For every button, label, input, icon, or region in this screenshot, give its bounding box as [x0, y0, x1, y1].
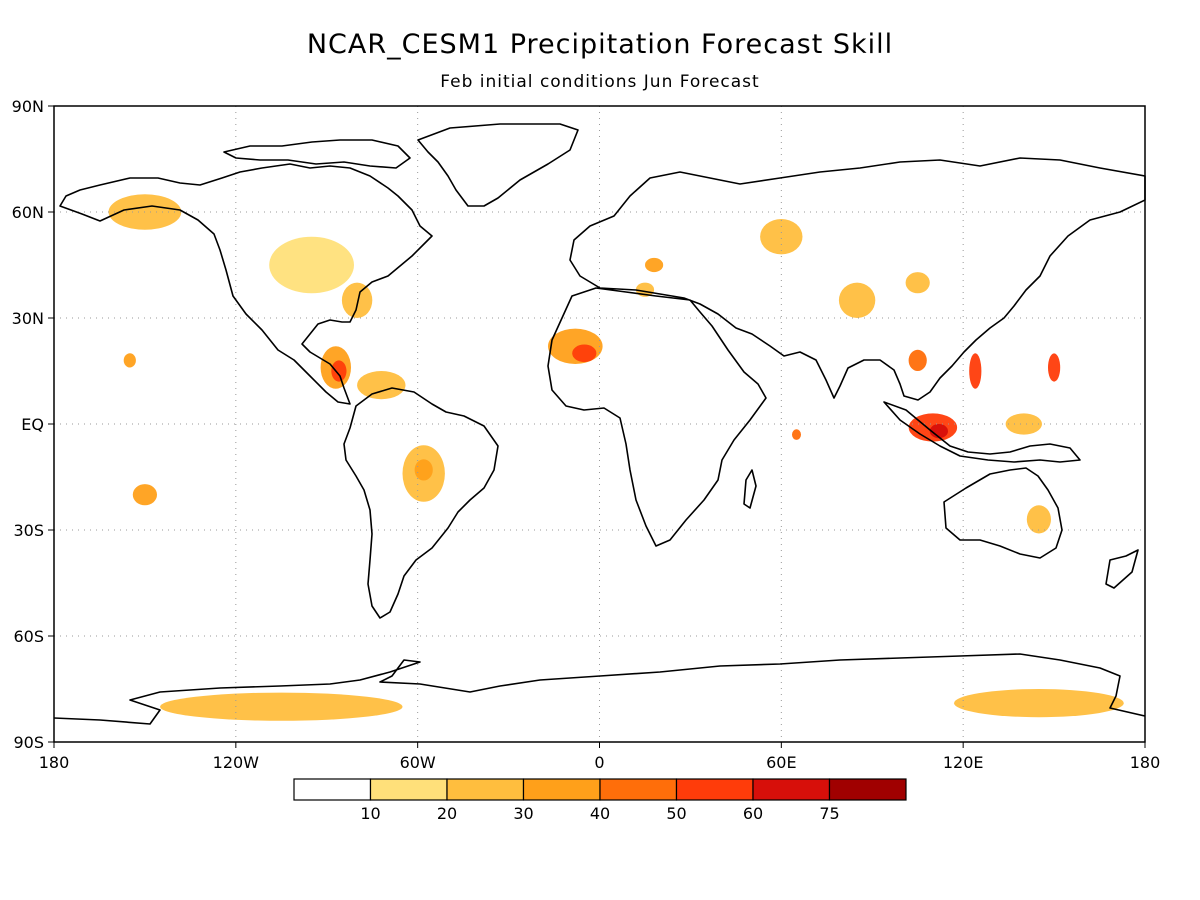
skill-patch-18 — [1048, 353, 1061, 382]
coastline-arctic-islands — [223, 139, 411, 169]
skill-patch-19 — [908, 349, 927, 371]
skill-patch-14 — [954, 689, 1124, 718]
skill-patch-16 — [929, 424, 949, 439]
skill-patch-5 — [357, 371, 406, 400]
coastline-greenland — [417, 123, 579, 207]
lat-tick-label: 30S — [13, 521, 44, 540]
coastline-africa-eurasia — [547, 157, 1146, 547]
chart-subtitle: Feb initial conditions Jun Forecast — [440, 72, 759, 92]
colorbar-level-label: 20 — [437, 804, 457, 823]
skill-patch-13 — [160, 692, 403, 721]
coastline-north-america — [59, 163, 433, 405]
colorbar-swatch — [293, 778, 372, 801]
coastline-indonesia — [883, 401, 1081, 463]
lat-tick-label: 60N — [12, 203, 44, 222]
skill-patch-17 — [969, 353, 982, 389]
colorbar-level-label: 30 — [513, 804, 533, 823]
lat-tick-label: 90S — [13, 733, 44, 752]
coastlines — [53, 123, 1146, 725]
colorbar-level-label: 60 — [743, 804, 763, 823]
colorbar-swatch — [369, 778, 448, 801]
lon-tick-label: 120E — [943, 753, 984, 772]
skill-patch-8 — [269, 236, 354, 294]
latitude-tick-labels: 90N 60N 30N EQ 30S 60S 90S — [12, 97, 54, 752]
coastline-south-america — [343, 387, 499, 619]
colorbar-level-label: 50 — [666, 804, 686, 823]
graticule — [54, 106, 1145, 742]
lon-tick-label: 120W — [213, 753, 260, 772]
skill-patch-23 — [905, 272, 930, 294]
colorbar-swatch — [675, 778, 754, 801]
coastline-australia — [943, 467, 1063, 559]
colorbar-level-label: 10 — [360, 804, 380, 823]
lat-tick-label: 30N — [12, 309, 44, 328]
skill-patch-21 — [760, 219, 803, 255]
lon-tick-label: 60E — [766, 753, 796, 772]
lon-tick-label: 180 — [39, 753, 70, 772]
colorbar-swatch — [522, 778, 601, 801]
skill-patch-2 — [572, 344, 597, 363]
colorbar: 10 20 30 40 50 60 75 — [293, 778, 907, 823]
lon-tick-label: 180 — [1130, 753, 1161, 772]
coastline-madagascar — [743, 469, 757, 509]
skill-patch-20 — [1005, 413, 1042, 435]
skill-patch-24 — [645, 257, 664, 273]
colorbar-swatch — [828, 778, 907, 801]
lon-tick-label: 60W — [400, 753, 436, 772]
colorbar-swatch — [599, 778, 678, 801]
lat-tick-label: 60S — [13, 627, 44, 646]
colorbar-swatch — [446, 778, 525, 801]
colorbar-swatch — [752, 778, 831, 801]
skill-patch-11 — [123, 353, 136, 368]
longitude-tick-labels: 180 120W 60W 0 60E 120E 180 — [39, 742, 1161, 772]
skill-patch-12 — [132, 484, 157, 506]
skill-patch-7 — [414, 459, 433, 481]
skill-patch-22 — [838, 282, 876, 318]
coastline-antarctica — [53, 653, 1146, 725]
lon-tick-label: 0 — [594, 753, 604, 772]
colorbar-level-label: 40 — [590, 804, 610, 823]
skill-patch-26 — [792, 429, 801, 440]
chart-title: NCAR_CESM1 Precipitation Forecast Skill — [307, 29, 893, 60]
coastline-new-zealand — [1105, 549, 1139, 589]
lat-tick-label: EQ — [21, 415, 44, 434]
colorbar-level-label: 75 — [819, 804, 839, 823]
lat-tick-label: 90N — [12, 97, 44, 116]
skill-patch-27 — [1026, 505, 1051, 534]
skill-patch-4 — [331, 360, 347, 382]
skill-patch-9 — [341, 282, 373, 318]
